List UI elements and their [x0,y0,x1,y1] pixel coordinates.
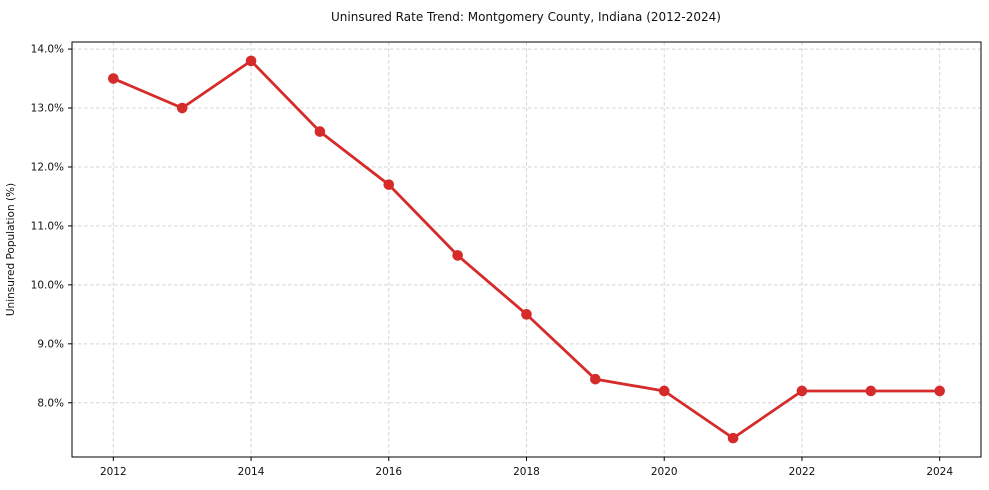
x-tick-label: 2020 [651,466,678,478]
data-point [590,373,601,385]
y-tick-label: 9.0% [37,338,64,350]
data-point [658,385,670,397]
plot-area: 2012 2014 2016 2018 2020 2022 2024 8.0% 9.0% 10.0… [31,41,982,478]
data-point [934,385,945,397]
data-point [108,73,119,84]
y-tick-label: 10.0% [31,279,64,291]
data-point [865,385,877,397]
y-tick-label: 11.0% [31,221,64,233]
data-point [727,432,739,444]
x-tick-label: 2018 [513,466,540,478]
data-point [245,55,257,67]
data-point [521,309,532,320]
data-point [796,385,808,397]
y-tick-label: 13.0% [31,103,64,115]
x-tick-label: 2016 [375,466,402,478]
x-tick-label: 2012 [100,466,127,478]
y-tick-label: 12.0% [31,162,64,174]
chart-title: Uninsured Rate Trend: Montgomery County,… [331,10,721,24]
y-axis-label: Uninsured Population (%) [5,183,17,316]
data-point [452,250,463,261]
x-tick-label: 2014 [238,466,265,478]
x-tick-label: 2022 [789,466,816,478]
x-tick-label: 2024 [926,466,953,478]
data-point [383,179,395,190]
data-point [176,102,188,114]
data-point [314,126,326,137]
y-tick-label: 8.0% [37,397,64,409]
y-tick-label: 14.0% [31,44,64,56]
